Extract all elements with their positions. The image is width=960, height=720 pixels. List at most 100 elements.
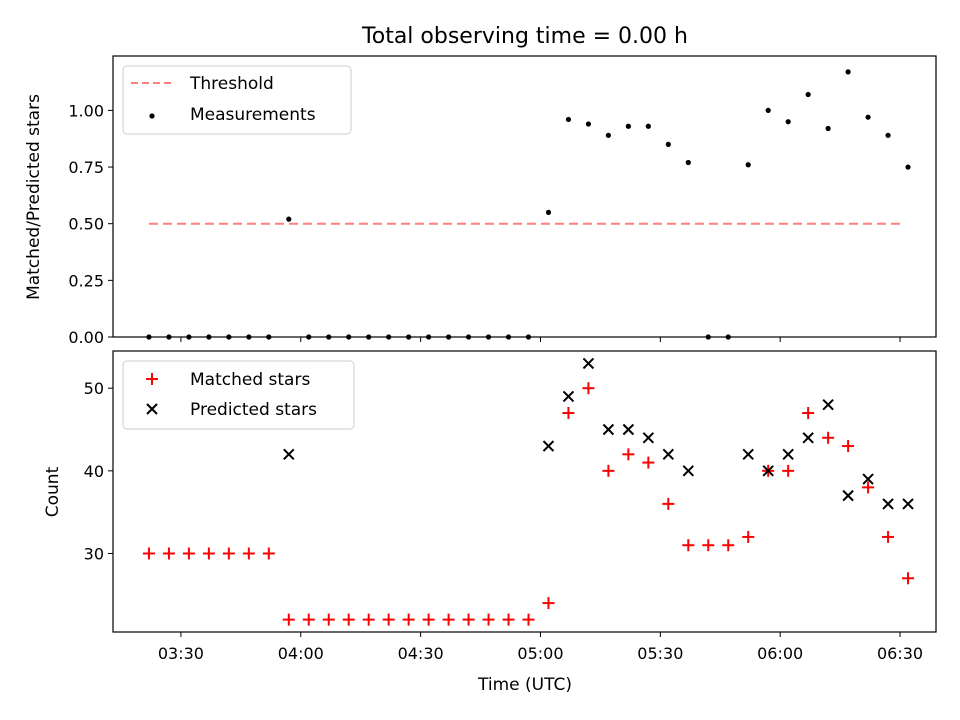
matched-star-point — [822, 431, 835, 444]
measurement-point — [665, 141, 671, 147]
measurement-point — [885, 132, 891, 138]
matched-star-point — [222, 547, 235, 560]
measurement-point — [805, 91, 811, 98]
measurements-panel: Total observing time = 0.00 h 0.00 0.25 0.… — [24, 24, 937, 347]
bottom-y-tick-label: 50 — [84, 379, 104, 398]
predicted-star-point — [542, 440, 555, 452]
x-tick-label: 03:30 — [158, 644, 204, 663]
chart-title: Total observing time = 0.00 h — [361, 24, 688, 49]
matched-star-point — [402, 613, 415, 626]
matched-star-point — [582, 382, 595, 395]
top-legend-box — [122, 65, 352, 135]
predicted-star-point — [283, 448, 295, 461]
matched-star-point — [462, 613, 475, 626]
matched-star-point — [282, 613, 295, 626]
matched-star-point — [162, 547, 175, 560]
measurement-point — [845, 69, 851, 75]
measurement-point — [645, 123, 651, 129]
matched-star-point — [422, 613, 435, 626]
matched-star-point — [902, 572, 915, 585]
predicted-star-point — [842, 489, 854, 502]
predicted-star-point — [582, 357, 595, 370]
matched-star-point — [142, 547, 155, 560]
legend-measurements-label: Measurements — [190, 105, 316, 125]
measurement-point — [605, 132, 611, 138]
predicted-star-point — [602, 423, 615, 436]
matched-star-point — [782, 464, 795, 477]
predicted-star-point — [902, 498, 914, 510]
bottom-y-axis-label: Count — [43, 466, 63, 517]
matched-star-point — [642, 456, 655, 469]
predicted-star-point — [862, 473, 874, 485]
predicted-star-point — [802, 432, 814, 444]
legend-predicted-label: Predicted stars — [190, 400, 317, 420]
top-y-tick-label: 0.75 — [68, 158, 104, 177]
matched-star-point — [602, 464, 615, 477]
x-tick-label: 04:30 — [398, 644, 444, 663]
predicted-star-point — [622, 423, 635, 436]
predicted-star-point — [662, 448, 675, 461]
counts-panel: 30 40 50 03:30 04:00 04:30 05:00 05:30 06:00 06:3… — [43, 350, 937, 695]
measurement-point — [905, 164, 911, 170]
top-y-tick-label: 0.50 — [68, 215, 104, 234]
x-tick-label: 04:00 — [278, 644, 324, 663]
bottom-legend-box — [122, 360, 355, 430]
measurement-point — [865, 114, 871, 120]
legend-measurements-swatch — [149, 113, 155, 119]
legend-matched-label: Matched stars — [190, 370, 310, 390]
matched-star-point — [542, 597, 555, 610]
matched-star-point — [182, 547, 195, 560]
legend-matched-swatch — [146, 373, 158, 385]
matched-star-point — [702, 539, 715, 552]
measurement-point — [745, 162, 751, 168]
bottom-y-tick-label: 30 — [84, 544, 104, 563]
matched-star-point — [362, 613, 375, 626]
matched-star-point — [882, 530, 895, 543]
matched-star-point — [322, 613, 335, 626]
matched-star-point — [742, 530, 755, 543]
top-y-axis-label: Matched/Predicted stars — [24, 94, 44, 300]
matched-star-point — [802, 406, 815, 419]
matched-star-point — [262, 547, 275, 560]
top-axes-frame — [112, 55, 937, 338]
measurement-point — [625, 123, 631, 129]
top-y-tick-label: 0.25 — [68, 271, 104, 290]
measurement-point — [825, 125, 831, 132]
matched-star-point — [442, 613, 455, 626]
matched-star-point — [302, 613, 315, 626]
top-y-tick-label: 0.00 — [68, 328, 104, 347]
bottom-y-tick-label: 40 — [84, 462, 104, 481]
measurement-point — [785, 119, 791, 125]
measurement-point — [585, 121, 592, 127]
matched-star-point — [862, 481, 875, 494]
predicted-star-point — [682, 465, 695, 477]
matched-star-point — [842, 440, 855, 453]
matched-star-point — [242, 547, 255, 560]
matched-star-point — [342, 613, 355, 626]
measurement-point — [685, 159, 691, 166]
predicted-star-point — [762, 465, 774, 477]
matched-star-point — [682, 539, 695, 552]
predicted-star-point — [782, 448, 794, 461]
bottom-axes-frame — [112, 350, 937, 633]
predicted-star-point — [882, 498, 894, 510]
measurement-point — [765, 107, 771, 113]
predicted-star-point — [642, 432, 655, 444]
measurement-point — [545, 209, 552, 215]
predicted-star-point — [742, 448, 754, 461]
x-axis-label: Time (UTC) — [477, 675, 572, 695]
matched-star-point — [562, 406, 575, 419]
matched-star-point — [722, 539, 735, 552]
legend-threshold-label: Threshold — [189, 74, 274, 94]
measurement-point — [565, 116, 572, 123]
predicted-star-point — [562, 390, 575, 403]
x-tick-label: 05:00 — [517, 644, 563, 663]
x-tick-label: 06:30 — [877, 644, 923, 663]
x-tick-label: 06:00 — [757, 644, 803, 663]
bottom-legend: Matched stars Predicted stars — [122, 360, 355, 430]
predicted-star-point — [822, 399, 834, 411]
matched-star-point — [382, 613, 395, 626]
top-legend: Threshold Measurements — [122, 65, 352, 135]
matched-star-point — [622, 448, 635, 461]
